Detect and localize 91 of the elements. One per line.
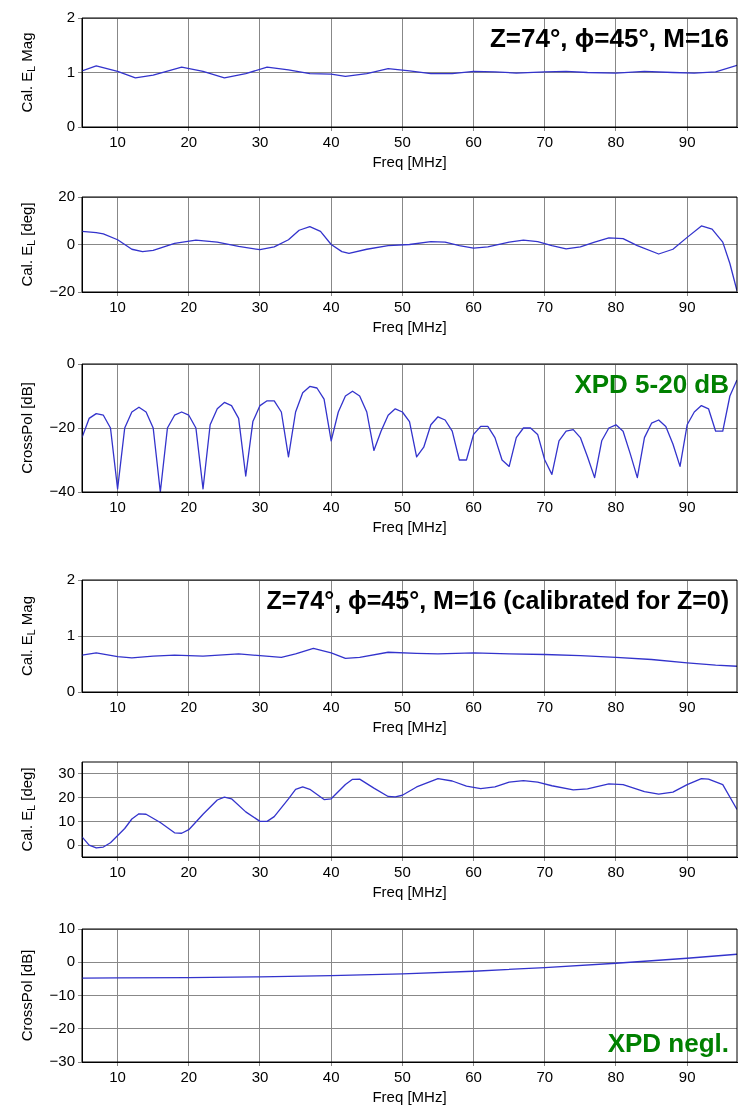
x-tick-label: 30: [251, 1068, 269, 1086]
y-tick-label: −20: [49, 282, 75, 300]
x-tick-label: 10: [109, 298, 126, 316]
x-tick-label: 60: [465, 298, 482, 316]
x-tick-label: 20: [180, 698, 198, 716]
x-axis-title: Freq [MHz]: [372, 718, 447, 736]
x-tick-label: 80: [607, 133, 625, 151]
y-tick-label: −20: [49, 1018, 75, 1036]
x-tick-label: 30: [251, 498, 269, 516]
x-tick-label: 20: [180, 498, 198, 516]
x-tick-label: 30: [251, 133, 269, 151]
y-tick-label: −30: [49, 1052, 75, 1070]
x-tick-label: 70: [536, 863, 554, 881]
y-tick-label: 2: [66, 8, 75, 26]
x-axis-title: Freq [MHz]: [372, 318, 447, 336]
x-tick-label: 20: [180, 863, 198, 881]
x-tick-label: 40: [322, 498, 340, 516]
y-tick-label: 20: [58, 187, 75, 205]
x-tick-label: 50: [394, 863, 411, 881]
x-tick-label: 90: [678, 863, 696, 881]
y-axis-title: CrossPol [dB]: [18, 382, 36, 474]
x-tick-label: 40: [322, 863, 340, 881]
x-tick-label: 20: [180, 298, 198, 316]
x-tick-label: 90: [678, 133, 696, 151]
x-tick-label: 40: [322, 133, 340, 151]
x-tick-label: 70: [536, 133, 554, 151]
y-tick-label: 0: [66, 682, 75, 700]
y-axis-title: CrossPol [dB]: [18, 949, 36, 1042]
x-tick-label: 90: [678, 298, 696, 316]
x-tick-label: 20: [180, 1068, 198, 1086]
y-tick-label: 0: [66, 117, 75, 135]
x-tick-label: 70: [536, 298, 554, 316]
y-tick-label: 0: [66, 952, 75, 970]
y-tick-label: 1: [66, 62, 75, 80]
x-tick-label: 40: [322, 698, 340, 716]
x-tick-label: 70: [536, 698, 554, 716]
x-tick-label: 10: [109, 698, 126, 716]
annotation: XPD 5-20 dB: [574, 369, 729, 400]
y-tick-label: 0: [66, 234, 75, 252]
x-tick-label: 30: [251, 863, 269, 881]
annotation: Z=74°, ϕ=45°, M=16: [489, 23, 729, 54]
x-axis-title: Freq [MHz]: [372, 1088, 447, 1106]
x-tick-label: 60: [465, 133, 482, 151]
x-tick-label: 50: [394, 498, 411, 516]
x-tick-label: 40: [322, 1068, 340, 1086]
x-tick-label: 70: [536, 498, 554, 516]
y-axis-title: Cal. EL Mag: [18, 32, 38, 113]
x-tick-label: 80: [607, 698, 625, 716]
x-tick-label: 50: [394, 698, 411, 716]
x-tick-label: 40: [322, 298, 340, 316]
x-tick-label: 50: [394, 298, 411, 316]
x-tick-label: 90: [678, 498, 696, 516]
x-tick-label: 80: [607, 863, 625, 881]
x-tick-label: 30: [251, 698, 269, 716]
y-tick-label: −10: [49, 985, 75, 1003]
y-axis-title: Cal. EL [deg]: [18, 767, 38, 852]
x-tick-label: 70: [536, 1068, 554, 1086]
x-tick-label: 30: [251, 298, 269, 316]
x-tick-label: 90: [678, 698, 696, 716]
x-tick-label: 10: [109, 1068, 126, 1086]
y-tick-label: 1: [66, 626, 75, 644]
x-tick-label: 10: [109, 498, 126, 516]
x-axis-title: Freq [MHz]: [372, 153, 447, 171]
y-tick-label: 0: [66, 354, 75, 372]
y-axis-title: Cal. EL Mag: [18, 595, 38, 677]
y-tick-label: −40: [49, 482, 75, 500]
x-tick-label: 60: [465, 498, 482, 516]
x-tick-label: 90: [678, 1068, 696, 1086]
y-tick-label: −20: [49, 418, 75, 436]
x-tick-label: 50: [394, 1068, 411, 1086]
x-tick-label: 60: [465, 863, 482, 881]
y-tick-label: 2: [66, 570, 75, 588]
x-tick-label: 60: [465, 698, 482, 716]
x-tick-label: 80: [607, 1068, 625, 1086]
x-tick-label: 80: [607, 298, 625, 316]
x-axis-title: Freq [MHz]: [372, 883, 447, 901]
y-axis-title: Cal. EL [deg]: [18, 202, 38, 287]
y-tick-label: 20: [58, 787, 75, 805]
x-axis-title: Freq [MHz]: [372, 518, 447, 536]
x-tick-label: 10: [109, 863, 126, 881]
x-tick-label: 80: [607, 498, 625, 516]
x-tick-label: 60: [465, 1068, 482, 1086]
annotation: Z=74°, ϕ=45°, M=16 (calibrated for Z=0): [266, 585, 729, 614]
y-tick-label: 0: [66, 835, 75, 853]
y-tick-label: 30: [58, 764, 75, 782]
x-tick-label: 10: [109, 133, 126, 151]
annotation: XPD negl.: [607, 1028, 729, 1058]
x-tick-label: 20: [180, 133, 198, 151]
x-tick-label: 50: [394, 133, 411, 151]
y-tick-label: 10: [58, 811, 75, 829]
y-tick-label: 10: [58, 919, 75, 937]
